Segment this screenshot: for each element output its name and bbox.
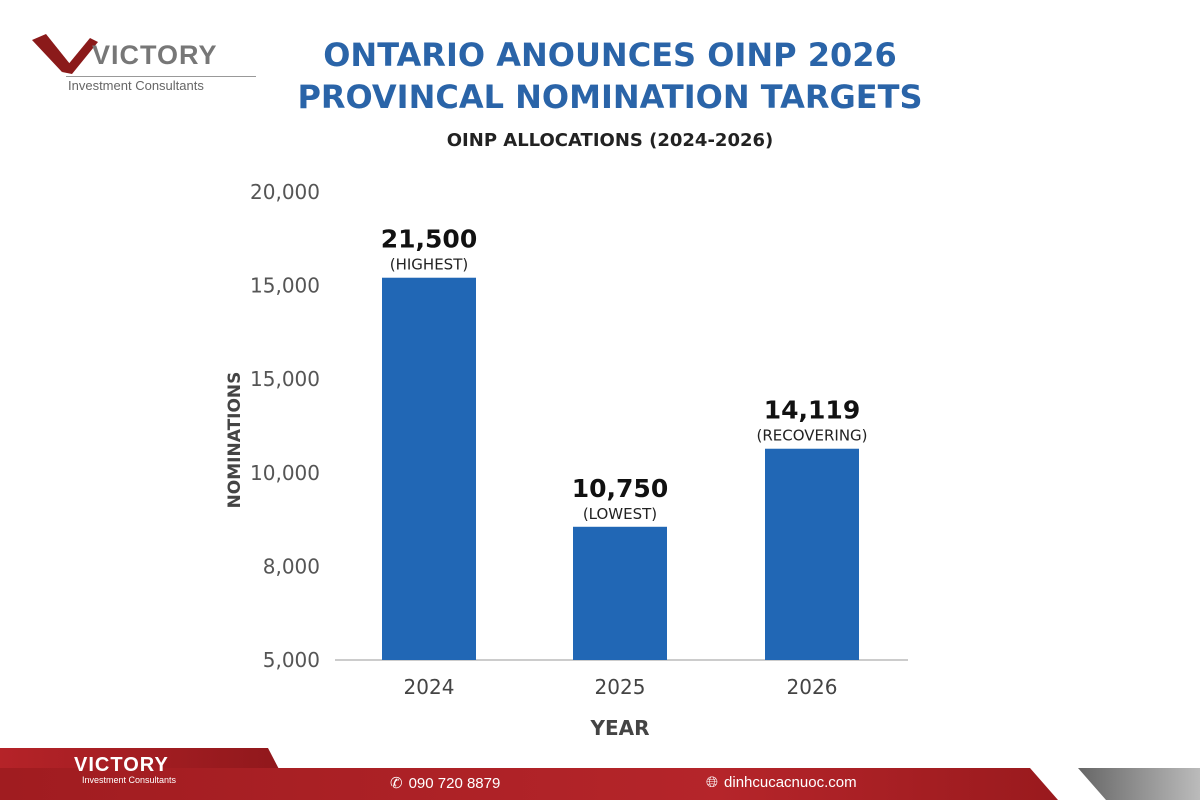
x-tick-label: 2024 — [404, 675, 455, 699]
y-axis-label: NOMINATIONS — [225, 372, 245, 509]
x-axis-label: YEAR — [589, 716, 649, 740]
footer-logo: VICTORY Investment Consultants — [60, 754, 176, 785]
y-tick-label: 8,000 — [263, 554, 320, 578]
title-line-2: PROVINCAL NOMINATION TARGETS — [297, 78, 923, 116]
phone-number: 090 720 8879 — [408, 774, 501, 792]
footer-phone[interactable]: ✆ 090 720 8879 — [390, 774, 501, 793]
page-title: ONTARIO ANOUNCES OINP 2026 PROVINCAL NOM… — [250, 34, 970, 118]
x-tick-label: 2026 — [787, 675, 838, 699]
y-tick-label: 15,000 — [250, 367, 320, 391]
brand-tagline: Investment Consultants — [68, 78, 204, 93]
logo-v-mark-icon — [32, 34, 98, 74]
brand-logo: VICTORY Investment Consultants — [32, 32, 256, 93]
website-link: dinhcucacnuoc.com — [724, 774, 857, 791]
bar-2026 — [765, 448, 859, 660]
logo-divider — [66, 76, 256, 77]
data-label: 10,750 — [572, 474, 668, 503]
bar-2025 — [573, 526, 667, 660]
y-tick-label: 15,000 — [250, 274, 320, 298]
y-tick-label: 5,000 — [263, 648, 320, 672]
data-label: 14,119 — [764, 396, 860, 425]
globe-icon: 🌐︎ — [706, 774, 719, 791]
footer-bar — [0, 768, 1058, 800]
x-tick-label: 2025 — [595, 675, 646, 699]
y-tick-label: 20,000 — [250, 180, 320, 204]
brand-name: VICTORY — [92, 40, 218, 70]
data-label: 21,500 — [381, 225, 477, 254]
phone-icon: ✆ — [390, 775, 403, 792]
footer-brand-tagline: Investment Consultants — [82, 775, 177, 785]
title-line-1: ONTARIO ANOUNCES OINP 2026 — [323, 36, 897, 74]
bar-annotation: (RECOVERING) — [756, 427, 867, 445]
bar-annotation: (LOWEST) — [583, 505, 657, 523]
chart-title: OINP ALLOCATIONS (2024-2026) — [446, 130, 774, 151]
footer-brand-name: VICTORY — [74, 754, 169, 776]
bar-annotation: (HIGHEST) — [390, 256, 468, 274]
bar-2024 — [382, 277, 476, 660]
footer-website[interactable]: 🌐︎ dinhcucacnuoc.com — [706, 774, 857, 791]
y-tick-label: 10,000 — [250, 461, 320, 485]
